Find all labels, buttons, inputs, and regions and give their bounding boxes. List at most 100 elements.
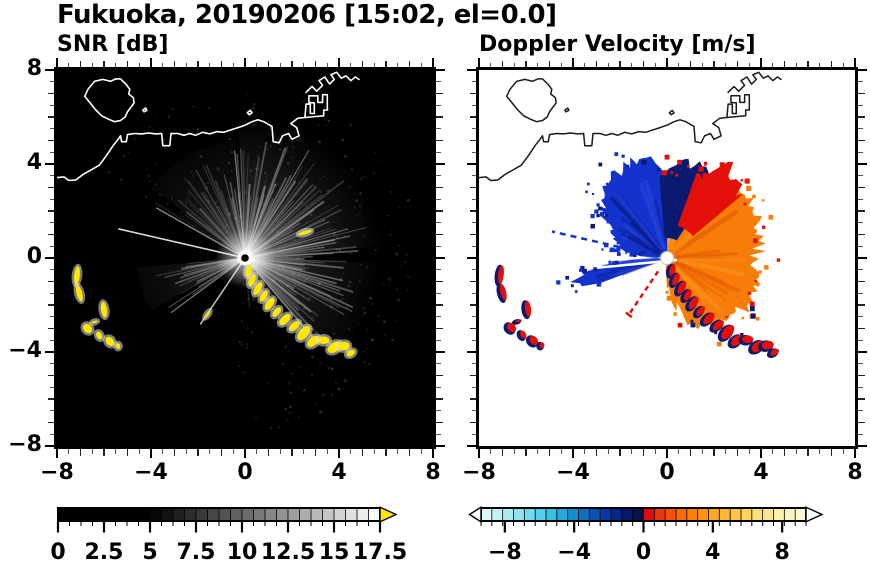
- axis-tick: [525, 449, 527, 456]
- snr-map-panel: [54, 67, 436, 449]
- colorbar-overflow-arrow: [379, 506, 398, 523]
- axis-tick: [45, 256, 54, 260]
- coastline: [57, 71, 360, 182]
- axis-tick: [560, 449, 562, 454]
- axis-tick: [469, 116, 476, 118]
- velocity-edge-speckle: [556, 260, 619, 293]
- axis-tick: [326, 62, 328, 67]
- axis-tick: [858, 116, 865, 118]
- axis-tick: [103, 60, 105, 67]
- axis-tick: [471, 292, 476, 294]
- axis-tick: [607, 62, 609, 67]
- axis-tick: [654, 62, 656, 67]
- velocity-panel-title: Doppler Velocity [m/s]: [479, 32, 756, 57]
- velocity-edge-speckle: [665, 178, 781, 347]
- axis-tick: [436, 280, 443, 283]
- colorbar-tick-label: 0: [50, 540, 66, 565]
- axis-tick: [477, 58, 481, 67]
- snr-diffuse-echo: [150, 140, 245, 258]
- axis-tick: [469, 374, 476, 377]
- axis-tick: [45, 444, 54, 448]
- axis-tick: [571, 58, 575, 67]
- axis-tick: [49, 128, 54, 130]
- axis-tick: [471, 410, 476, 412]
- colorbar-tick-label: 17.5: [352, 540, 408, 565]
- axis-tick: [267, 60, 270, 67]
- axis-tick: [490, 449, 492, 454]
- axis-tick: [858, 304, 865, 306]
- axis-tick: [858, 175, 863, 177]
- axis-tick: [49, 198, 54, 200]
- axis-tick: [619, 449, 621, 456]
- axis-tick: [303, 449, 305, 454]
- axis-tick: [291, 449, 293, 456]
- axis-tick: [467, 162, 476, 166]
- axis-tick: [115, 62, 117, 67]
- axis-tick: [436, 444, 445, 448]
- axis-tick: [853, 449, 857, 458]
- axis-tick: [830, 60, 833, 67]
- axis-tick: [436, 128, 441, 130]
- axis-tick: [469, 92, 476, 95]
- axis-tick: [548, 449, 551, 456]
- axis-tick: [162, 62, 164, 67]
- axis-tick: [436, 363, 441, 365]
- axis-tick: [436, 233, 443, 236]
- axis-tick: [47, 233, 54, 236]
- ground-clutter-echoes: [494, 263, 780, 359]
- radar-center-marker: [237, 250, 253, 266]
- axis-tick: [49, 269, 54, 271]
- axis-tick: [397, 449, 399, 454]
- axis-tick: [436, 68, 445, 72]
- axis-tick: [471, 363, 476, 365]
- velocity-radial-texture: [609, 179, 668, 259]
- axis-tick: [725, 449, 727, 454]
- axis-tick: [436, 81, 441, 83]
- axis-tick: [858, 81, 863, 83]
- axis-tick: [471, 339, 476, 341]
- axis-tick: [858, 210, 865, 212]
- axis-tick: [385, 449, 387, 456]
- axis-tick: [47, 116, 54, 118]
- axis-tick: [471, 175, 476, 177]
- axis-tick: [858, 128, 863, 130]
- axis-tick: [420, 62, 422, 67]
- axis-tick: [858, 433, 863, 435]
- axis-tick: [197, 449, 199, 456]
- axis-tick: [436, 386, 441, 388]
- axis-tick: [436, 350, 445, 354]
- axis-tick: [665, 449, 669, 458]
- axis-tick: [436, 104, 441, 106]
- axis-tick: [138, 62, 140, 67]
- axis-tick: [361, 449, 364, 456]
- axis-tick: [642, 60, 645, 67]
- y-tick-label: 0: [26, 244, 42, 269]
- axis-tick: [173, 449, 176, 456]
- axis-tick: [49, 292, 54, 294]
- axis-tick: [162, 449, 164, 454]
- axis-tick: [858, 245, 863, 247]
- axis-tick: [436, 433, 441, 435]
- axis-tick: [267, 449, 270, 456]
- axis-tick: [501, 60, 504, 67]
- axis-tick: [197, 60, 199, 67]
- axis-tick: [537, 62, 539, 67]
- axis-tick: [858, 292, 863, 294]
- axis-tick: [858, 104, 863, 106]
- axis-tick: [689, 449, 692, 456]
- axis-tick: [469, 327, 476, 330]
- axis-tick: [49, 363, 54, 365]
- axis-tick: [220, 60, 223, 67]
- axis-tick: [436, 304, 443, 306]
- axis-tick: [436, 186, 443, 189]
- axis-tick: [678, 449, 680, 454]
- axis-tick: [436, 292, 441, 294]
- axis-tick: [471, 245, 476, 247]
- axis-tick: [303, 62, 305, 67]
- axis-tick: [477, 449, 481, 458]
- axis-tick: [49, 386, 54, 388]
- axis-tick: [471, 128, 476, 130]
- axis-tick: [858, 162, 867, 166]
- axis-tick: [138, 449, 140, 454]
